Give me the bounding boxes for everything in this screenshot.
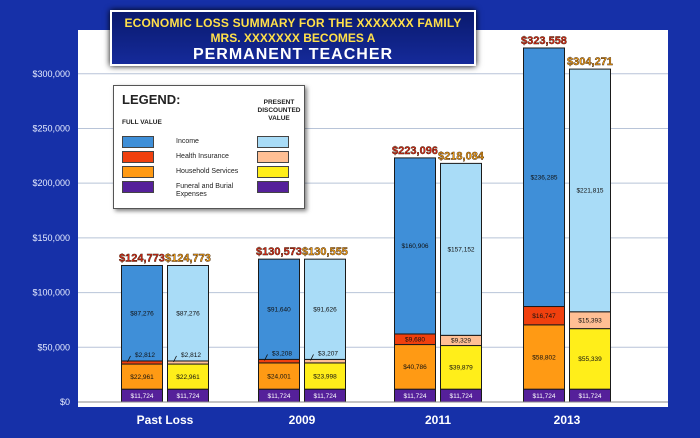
data-label-health: $9,329	[451, 338, 471, 345]
legend-swatch-funeral-pdv	[257, 181, 289, 193]
x-tick-label: 2011	[425, 413, 451, 427]
legend-label-health: Health Insurance	[176, 153, 229, 160]
chart-subtitle-emphasis: PERMANENT TEACHER	[192, 46, 394, 63]
data-label-income: $236,285	[530, 175, 557, 182]
y-tick-label: $200,000	[32, 178, 70, 188]
data-label-health: $3,208	[272, 350, 292, 357]
data-label-total: $130,573	[256, 246, 302, 258]
data-label-health: $3,207	[318, 350, 338, 357]
legend-title: LEGEND:	[122, 92, 181, 107]
data-label-total: $124,773	[119, 252, 165, 264]
data-label-funeral: $11,724	[578, 393, 601, 400]
data-label-funeral: $11,724	[267, 393, 290, 400]
x-axis: Past Loss 2009 2011 2013	[78, 401, 668, 427]
legend-pdv-header: PRESENT DISCOUNTED VALUE	[257, 99, 301, 122]
bar-segment-pdv-income	[304, 258, 346, 360]
x-tick-label: 2013	[554, 413, 581, 427]
chart-subtitle: MRS. XXXXXXX BECOMES A	[210, 31, 376, 45]
legend-label-funeral: Funeral and Burial Expenses	[176, 183, 234, 198]
data-label-income: $160,906	[401, 243, 428, 250]
x-tick-label: 2009	[289, 413, 316, 427]
chart-title-box: ECONOMIC LOSS SUMMARY FOR THE XXXXXXX FA…	[110, 10, 476, 66]
legend-swatch-household-pdv	[257, 166, 289, 178]
data-label-income: $221,815	[576, 188, 603, 195]
legend-label-household: Household Services	[176, 168, 239, 175]
bar-segment-pdv-income	[569, 68, 611, 313]
legend-swatch-income-pdv	[257, 136, 289, 148]
bar-segment-full-household	[394, 344, 436, 390]
y-tick-label: $50,000	[37, 342, 70, 352]
data-label-health: $2,812	[181, 352, 201, 359]
bar-segment-full-income	[258, 258, 300, 360]
data-label-health: $15,393	[578, 318, 602, 325]
data-label-funeral: $11,724	[449, 393, 472, 400]
y-tick-label: $300,000	[32, 69, 70, 79]
data-label-total: $124,773	[165, 252, 211, 264]
data-label-household: $58,802	[532, 354, 556, 361]
data-label-household: $24,001	[267, 373, 291, 380]
data-label-funeral: $11,724	[532, 393, 555, 400]
data-label-leader	[310, 354, 314, 361]
data-label-income: $87,276	[176, 311, 200, 318]
data-label-income: $87,276	[130, 311, 154, 318]
bar-segment-full-household	[523, 324, 565, 390]
bar-segment-pdv-household	[167, 363, 209, 390]
data-label-health: $9,680	[405, 337, 425, 344]
data-label-total: $130,555	[302, 246, 348, 258]
y-axis: $0 $50,000 $100,000 $150,000 $200,000 $250,00…	[32, 69, 70, 407]
data-label-total: $218,084	[438, 150, 485, 162]
legend-swatch-health-pdv	[257, 151, 289, 163]
data-label-funeral: $11,724	[313, 393, 336, 400]
data-label-household: $55,339	[578, 356, 602, 363]
data-label-health: $2,812	[135, 352, 155, 359]
data-label-health: $16,747	[532, 313, 556, 320]
data-label-household: $39,879	[449, 365, 473, 372]
bar-segment-full-income	[121, 264, 163, 362]
chart-title: ECONOMIC LOSS SUMMARY FOR THE XXXXXXX FA…	[124, 16, 462, 30]
data-label-leader	[173, 355, 177, 363]
y-tick-label: $250,000	[32, 123, 70, 133]
legend-swatch-health-full	[122, 151, 154, 163]
bar-segment-pdv-household	[304, 362, 346, 390]
data-label-leader	[264, 354, 268, 361]
y-tick-label: $100,000	[32, 288, 70, 298]
data-label-funeral: $11,724	[403, 393, 426, 400]
data-label-total: $304,271	[567, 56, 613, 68]
bar-series: $11,724 $22,961 $2,812 $87,276 $124,773 $11,7…	[119, 35, 613, 403]
data-label-household: $22,961	[130, 374, 154, 381]
legend: LEGEND: FULL VALUE PRESENT DISCOUNTED VA…	[113, 85, 305, 209]
bar-segment-full-income	[394, 157, 436, 335]
bar-segment-full-income	[523, 47, 565, 308]
x-tick-label: Past Loss	[137, 413, 194, 427]
legend-label-income: Income	[176, 138, 199, 145]
y-tick-label: $150,000	[32, 233, 70, 243]
data-label-household: $23,998	[313, 373, 337, 380]
data-label-income: $91,640	[267, 307, 291, 314]
data-label-household: $40,786	[403, 364, 427, 371]
data-label-leader	[127, 355, 131, 363]
bar-segment-full-household	[121, 363, 163, 390]
data-label-income: $157,152	[447, 247, 474, 254]
bar-segment-pdv-income	[440, 162, 482, 336]
bar-segment-full-household	[258, 362, 300, 390]
legend-swatch-funeral-full	[122, 181, 154, 193]
y-tick-label: $0	[60, 397, 70, 407]
data-label-household: $22,961	[176, 374, 200, 381]
legend-full-value-header: FULL VALUE	[122, 119, 162, 126]
bar-segment-pdv-income	[167, 264, 209, 362]
legend-swatch-household-full	[122, 166, 154, 178]
data-label-total: $323,558	[521, 35, 567, 47]
data-label-total: $223,096	[392, 145, 438, 157]
data-label-funeral: $11,724	[130, 393, 153, 400]
data-label-income: $91,626	[313, 307, 337, 314]
data-label-funeral: $11,724	[176, 393, 199, 400]
bar-segment-pdv-household	[569, 328, 611, 390]
legend-swatch-income-full	[122, 136, 154, 148]
